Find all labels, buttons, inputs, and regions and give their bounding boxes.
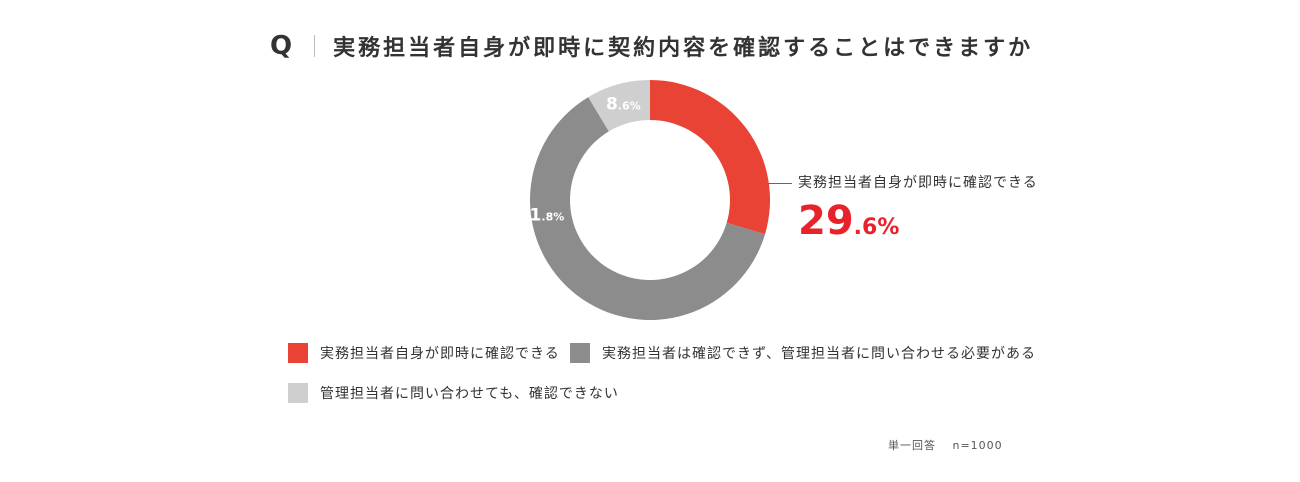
slice-data-label: 8.6%: [606, 95, 641, 115]
legend-swatch-gray: [570, 343, 590, 363]
legend-swatch-light-gray: [288, 383, 308, 403]
legend-label: 実務担当者は確認できず、管理担当者に問い合わせる必要がある: [602, 346, 1037, 362]
slice-immediate: [650, 80, 770, 235]
legend-item-immediate: 実務担当者自身が即時に確認できる: [288, 343, 560, 363]
title-divider: [314, 35, 316, 57]
callout-leader-line: [768, 183, 792, 184]
callout-label: 実務担当者自身が即時に確認できる: [798, 175, 1038, 191]
slice-data-label: 61.8%: [518, 206, 565, 226]
legend-label: 実務担当者自身が即時に確認できる: [320, 346, 560, 362]
legend-swatch-red: [288, 343, 308, 363]
question-mark-label: Q: [270, 31, 293, 61]
slice-ask-manager: [530, 97, 766, 320]
slice-cannot-confirm: [588, 80, 650, 132]
question-text: 実務担当者自身が即時に契約内容を確認することはできますか: [333, 36, 1034, 61]
callout-value: 29.6%: [798, 198, 899, 244]
legend-item-cannot-confirm: 管理担当者に問い合わせても、確認できない: [288, 383, 619, 403]
legend-label: 管理担当者に問い合わせても、確認できない: [320, 386, 619, 402]
sample-note: 単一回答 n=1000: [888, 439, 1003, 452]
callout-value-integer: 29: [798, 198, 854, 244]
donut-chart: 61.8% 8.6%: [518, 80, 770, 320]
callout-value-decimal: .6%: [853, 215, 900, 240]
chart-title: Q 実務担当者自身が即時に契約内容を確認することはできますか: [270, 28, 1033, 64]
legend-item-ask-manager: 実務担当者は確認できず、管理担当者に問い合わせる必要がある: [570, 343, 1036, 363]
